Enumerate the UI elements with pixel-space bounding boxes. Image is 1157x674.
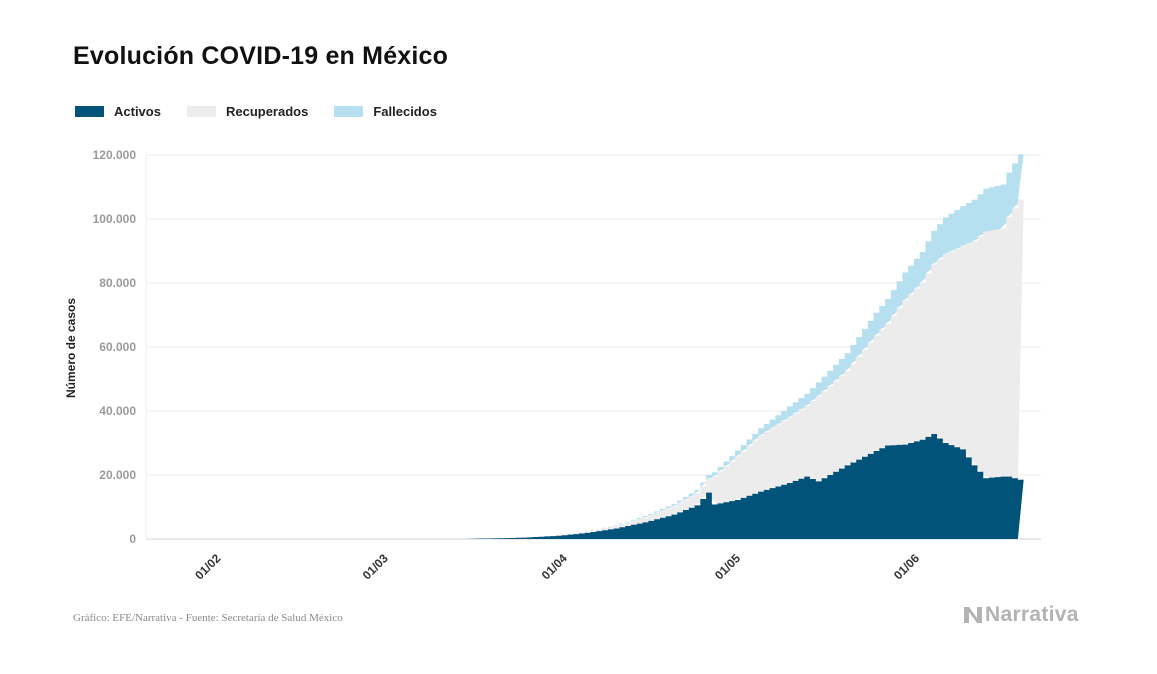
- narrativa-logo-icon: [964, 607, 982, 623]
- legend-label-activos: Activos: [114, 104, 161, 119]
- y-tick-label: 60.000: [99, 340, 136, 354]
- series-area-recuperados: [463, 199, 1024, 539]
- legend-swatch-fallecidos: [334, 106, 364, 117]
- legend-item-fallecidos: Fallecidos: [334, 104, 437, 119]
- y-tick-label: 20.000: [99, 468, 136, 482]
- y-tick-label: 40.000: [99, 404, 136, 418]
- chart-areas: [463, 154, 1024, 539]
- legend-label-fallecidos: Fallecidos: [373, 104, 437, 119]
- y-axis-label: Número de casos: [64, 298, 78, 398]
- y-tick-label: 100.000: [93, 212, 137, 226]
- x-axis: 01/02 01/03 01/04 01/05 01/06: [192, 551, 922, 582]
- x-tick-label: 01/02: [192, 551, 223, 582]
- chart-title: Evolución COVID-19 en México: [73, 42, 449, 70]
- x-tick-label: 01/04: [539, 551, 570, 582]
- series-area-activos: [463, 434, 1024, 539]
- x-tick-label: 01/06: [891, 551, 922, 582]
- brand-name: Narrativa: [985, 603, 1079, 626]
- legend-item-activos: Activos: [75, 104, 161, 119]
- chart-legend: Activos Recuperados Fallecidos: [75, 104, 463, 119]
- legend-item-recuperados: Recuperados: [186, 104, 309, 119]
- source-note: Gráfico: EFE/Narrativa - Fuente: Secreta…: [73, 612, 343, 624]
- legend-label-recuperados: Recuperados: [225, 104, 309, 119]
- y-axis: 0 20.000 40.000 60.000 80.000 100.000 120.000: [93, 148, 137, 546]
- brand-logo: Narrativa: [963, 603, 1079, 627]
- legend-swatch-activos: [75, 106, 104, 117]
- y-tick-label: 120.000: [93, 148, 137, 162]
- x-tick-label: 01/03: [360, 551, 391, 582]
- y-tick-label: 0: [129, 532, 136, 546]
- x-tick-label: 01/05: [712, 551, 743, 582]
- y-tick-label: 80.000: [99, 276, 136, 290]
- legend-swatch-recuperados: [186, 106, 216, 117]
